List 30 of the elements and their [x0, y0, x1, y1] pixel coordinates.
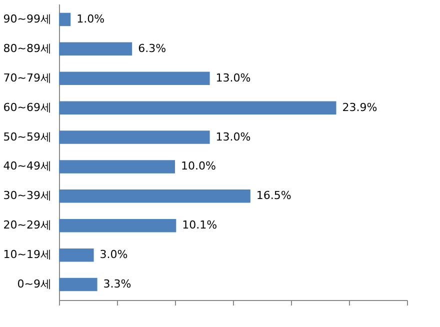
data-label: 23.9%: [342, 100, 378, 114]
y-tick-label: 20~29세: [3, 218, 52, 232]
bar: [59, 248, 94, 262]
bar: [59, 278, 98, 292]
y-tick-label: 60~69세: [3, 100, 52, 114]
y-tick-label: 10~19세: [3, 248, 52, 262]
data-label: 16.5%: [256, 189, 292, 202]
data-label: 13.0%: [216, 71, 251, 84]
y-tick-label: 90~99세: [3, 12, 52, 26]
bar: [59, 42, 132, 56]
y-tick-label: 30~39세: [3, 189, 52, 202]
y-tick-label: 40~49세: [3, 160, 52, 173]
data-label: 3.0%: [100, 248, 128, 262]
data-label: 10.1%: [182, 218, 218, 232]
bar: [59, 101, 336, 114]
bar: [59, 160, 175, 174]
data-label: 10.0%: [181, 160, 216, 173]
y-tick-label: 0~9세: [17, 278, 52, 291]
y-tick-label: 50~59세: [3, 130, 52, 144]
data-label: 13.0%: [216, 130, 251, 144]
data-label: 3.3%: [103, 278, 132, 291]
bar: [59, 12, 71, 26]
bar: [59, 219, 176, 232]
data-label: 6.3%: [138, 42, 166, 55]
y-tick-label: 70~79세: [3, 71, 52, 84]
y-tick-label: 80~89세: [3, 42, 52, 55]
data-label: 1.0%: [76, 12, 105, 26]
bar: [59, 72, 210, 85]
bar: [59, 190, 250, 203]
bar: [59, 130, 210, 144]
